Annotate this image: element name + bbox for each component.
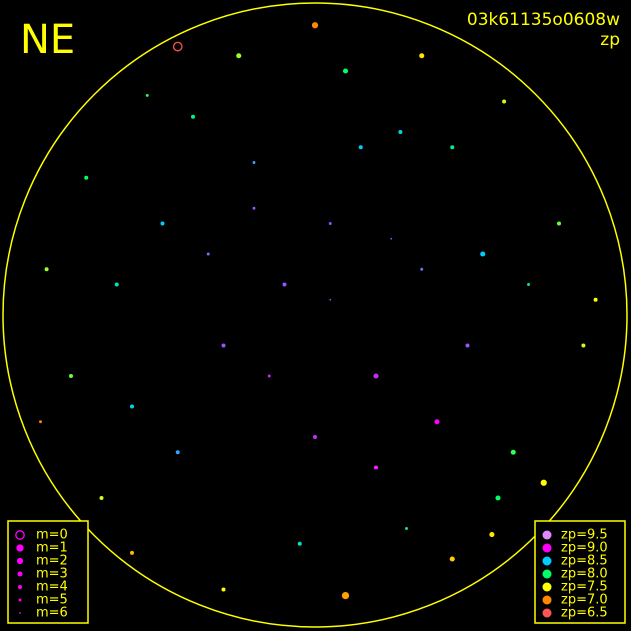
star (114, 282, 119, 287)
legend-marker (18, 598, 22, 602)
star (84, 175, 89, 180)
legend-marker (542, 608, 552, 618)
legend-marker (542, 595, 552, 605)
legend-label: m=0 (36, 528, 68, 543)
legend-label: zp=8.5 (561, 554, 608, 569)
star (69, 374, 73, 378)
legend-label: m=3 (36, 567, 68, 582)
legend-marker (16, 544, 24, 552)
star (329, 298, 332, 301)
star (145, 93, 149, 97)
star (221, 587, 226, 592)
legend-marker (542, 543, 552, 553)
star (434, 419, 440, 425)
legend-marker (18, 585, 22, 589)
color-label: zp (600, 30, 620, 50)
star (358, 145, 363, 150)
star (252, 161, 256, 164)
legend-label: zp=9.0 (561, 541, 608, 556)
star (221, 343, 226, 348)
star (419, 53, 425, 59)
star (489, 532, 495, 538)
star (160, 221, 165, 226)
star (44, 267, 49, 272)
star (313, 435, 317, 439)
star (510, 449, 516, 455)
chart-title: NE (20, 17, 75, 63)
star (328, 222, 332, 225)
star (267, 374, 271, 378)
star (175, 450, 180, 455)
legend-label: m=5 (36, 593, 68, 608)
star (398, 130, 403, 134)
legend-marker (16, 557, 24, 565)
star (311, 22, 319, 29)
star (130, 404, 134, 409)
star (495, 495, 501, 501)
star (236, 53, 242, 59)
legend-label: zp=7.0 (561, 593, 608, 608)
star (374, 465, 378, 470)
star (297, 541, 302, 546)
legend-label: zp=6.5 (561, 606, 608, 621)
legend-marker (542, 569, 552, 579)
star (420, 267, 424, 271)
legend-marker (542, 556, 552, 566)
star (341, 591, 350, 600)
star (130, 550, 134, 555)
legend-label: m=2 (36, 554, 68, 569)
star (172, 41, 183, 52)
star (502, 99, 507, 104)
star (282, 282, 287, 287)
star (373, 373, 379, 379)
star (450, 145, 455, 150)
star (252, 206, 256, 210)
star (557, 221, 561, 226)
star (99, 496, 104, 500)
legend-label: zp=9.5 (561, 528, 608, 543)
legend-label: m=1 (36, 541, 68, 556)
legend-marker (542, 582, 552, 592)
legend-label: zp=8.0 (561, 567, 608, 582)
star (540, 479, 547, 486)
star (581, 343, 586, 348)
star (191, 114, 195, 119)
star (480, 251, 486, 257)
star (449, 556, 455, 562)
star (39, 420, 42, 424)
star (593, 297, 598, 302)
legend-label: m=6 (36, 606, 68, 621)
legend-marker (19, 612, 21, 614)
star (527, 283, 530, 286)
star (342, 68, 349, 74)
star (405, 527, 408, 530)
legend-label: m=4 (36, 580, 68, 595)
star (390, 237, 393, 240)
legend-marker (542, 530, 552, 540)
legend-label: zp=7.5 (561, 580, 608, 595)
star (465, 343, 470, 348)
legend-marker (17, 571, 23, 577)
legend-marker (15, 530, 25, 540)
subtitle: 03k61135o0608w (467, 10, 620, 30)
star (206, 252, 210, 256)
